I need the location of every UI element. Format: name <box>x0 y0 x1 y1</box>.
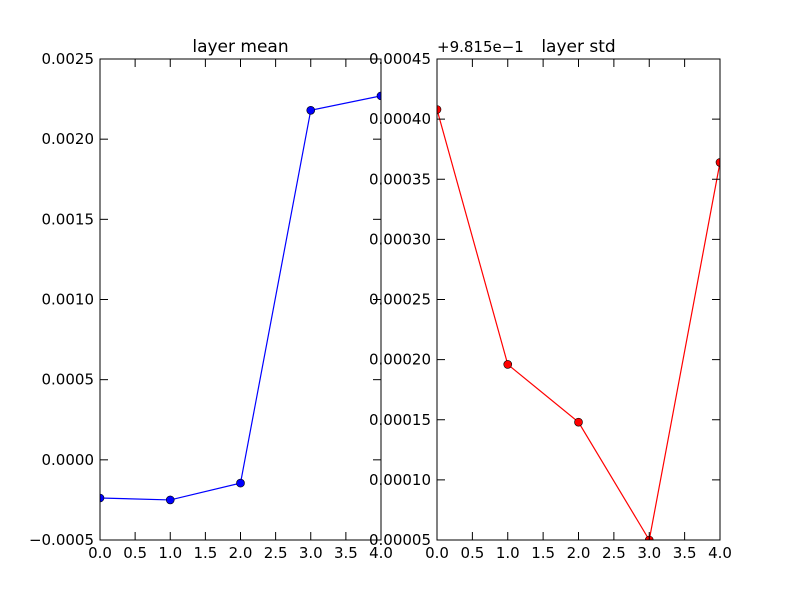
x-tick-label: 0.5 <box>123 544 147 562</box>
x-tick-label: 3.0 <box>637 544 661 562</box>
marker <box>100 493 105 503</box>
x-tick-label: 2.0 <box>229 544 253 562</box>
x-tick-label: 3.0 <box>299 544 323 562</box>
y-tick-label: 0.0005 <box>42 371 95 389</box>
y-tick-label: 0.00020 <box>369 351 431 369</box>
y-tick-label: 0.00010 <box>369 471 431 489</box>
y-tick-label: 0.00030 <box>369 230 431 248</box>
y-tick-label: 0.00005 <box>369 531 431 549</box>
y-tick-label: 0.00045 <box>369 50 431 68</box>
y-tick-label: −0.0005 <box>29 531 94 549</box>
marker <box>376 91 381 101</box>
offset-text: +9.815e−1 <box>437 38 524 56</box>
x-tick-label: 3.5 <box>334 544 358 562</box>
y-tick-label: 0.0000 <box>42 451 95 469</box>
marker <box>574 417 583 427</box>
y-tick-label: 0.00015 <box>369 411 431 429</box>
marker <box>715 158 720 167</box>
x-tick-label: 4.0 <box>369 544 393 562</box>
x-tick-label: 2.5 <box>264 544 288 562</box>
marker <box>437 105 442 114</box>
y-tick-label: 0.0010 <box>42 291 95 309</box>
x-tick-label: 2.0 <box>567 544 591 562</box>
axes: −0.0005 0.0000 0.0005 0.0010 0.0015 0.0020 0.0… <box>29 37 393 562</box>
chart-title: layer mean <box>192 37 288 57</box>
y-tick-label: 0.00040 <box>369 110 431 128</box>
plot-area <box>437 105 720 540</box>
y-tick-label: 0.0025 <box>42 50 95 68</box>
x-tick-label: 0.0 <box>425 544 449 562</box>
marker <box>503 360 513 369</box>
x-tick-label: 4.0 <box>708 544 732 562</box>
x-tick-label: 2.5 <box>602 544 626 562</box>
chart-title: layer std <box>541 37 615 57</box>
x-tick-label: 0.5 <box>460 544 484 562</box>
marker <box>236 478 245 488</box>
marker <box>306 106 316 115</box>
y-tick-label: 0.0015 <box>42 210 95 228</box>
x-tick-label: 1.5 <box>193 544 217 562</box>
marker <box>165 495 175 505</box>
x-tick-label: 3.5 <box>673 544 697 562</box>
x-tick-label: 0.0 <box>88 544 112 562</box>
plot-area <box>100 91 381 505</box>
y-tick-label: 0.00035 <box>369 170 431 188</box>
y-tick-label: 0.0020 <box>42 130 95 148</box>
x-tick-label: 1.0 <box>496 544 520 562</box>
x-tick-label: 1.5 <box>531 544 555 562</box>
axes: 0.00005 0.00010 0.00015 0.00020 0.00025 0.000… <box>369 37 732 562</box>
x-tick-label: 1.0 <box>158 544 182 562</box>
y-tick-label: 0.00025 <box>369 291 431 309</box>
